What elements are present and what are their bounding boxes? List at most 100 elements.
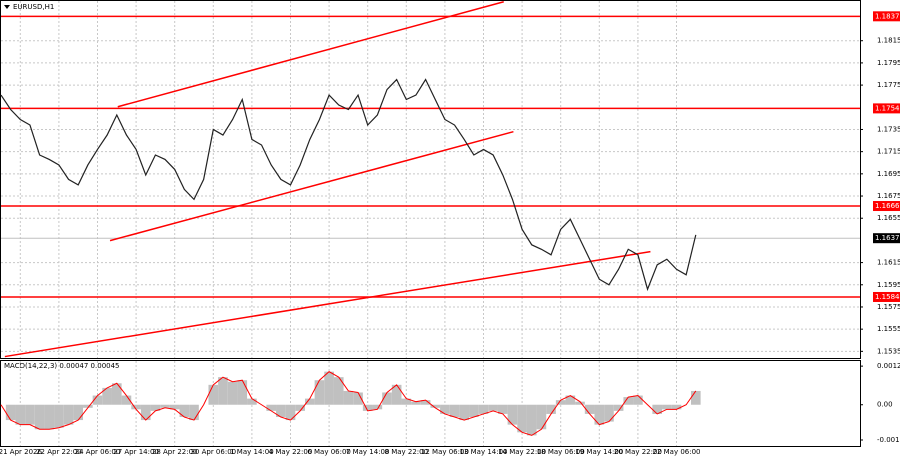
macd-bar [92,395,103,405]
macd-bar [304,398,315,405]
macd-bar [218,377,228,405]
level-box [873,103,900,114]
macd-bar [469,404,479,417]
y-tick-label: 1.1715 [877,148,900,156]
macd-bar [169,404,180,410]
macd-bar [54,404,64,428]
macd-bar [160,404,170,408]
macd-bar [565,395,576,405]
macd-title: MACD(14,22,3) 0.00047 0.00045 [4,362,120,370]
macd-bar [372,404,383,410]
macd-bar [690,390,701,405]
macd-bar [44,404,55,430]
macd-bar [5,404,16,421]
macd-bar [633,395,643,405]
macd-bar [488,404,498,411]
macd-bar [497,404,508,414]
y-tick-label: 1.1535 [877,347,900,355]
macd-bar [662,404,672,410]
macd-bar [208,384,219,405]
macd-bar [179,404,190,417]
main-frame [0,0,861,359]
y-tick-label: 1.1555 [877,325,900,333]
macd-bar [420,400,431,405]
trend-line [109,130,514,242]
macd-bar [314,380,325,405]
macd-bar [25,404,35,425]
chart-title: EURUSD,H1 [13,3,54,11]
x-tick-label: 22 Apr 22:00 [36,448,82,456]
macd-bar [391,384,402,405]
macd-bar [623,397,634,405]
macd-bar [584,404,595,414]
level-label: 1.1666 [875,202,900,210]
macd-bar [411,401,421,405]
macd-bar [121,395,132,405]
macd-bar [111,383,122,405]
x-tick-label: 18 May 06:00 [537,448,585,456]
x-tick-label: 13 May 14:00 [459,448,507,456]
y-tick-label: 0.00 [877,401,893,409]
level-box [873,291,900,302]
macd-frame [0,360,861,447]
macd-bar [189,404,199,421]
x-tick-label: 24 Apr 06:00 [75,448,121,456]
x-tick-label: 27 Apr 14:00 [113,448,159,456]
x-tick-label: 12 May 06:00 [421,448,469,456]
y-tick-label: -0.00115 [877,436,900,444]
macd-bar [333,377,344,405]
y-tick-label: 1.1795 [877,59,900,67]
y-tick-label: 1.1655 [877,214,900,222]
y-tick-label: 0.00126 [877,362,900,370]
macd-bar [15,404,26,425]
x-tick-label: 6 May 06:00 [307,448,351,456]
macd-bar [507,404,518,425]
macd-bar [671,404,682,410]
x-tick-label: 21 Apr 2026 [0,448,42,456]
macd-bar [353,392,363,405]
price-line [0,78,697,292]
level-label: 1.1837 [875,12,900,20]
y-tick-label: 1.1615 [877,259,900,267]
macd-bar [382,392,392,405]
y-tick-label: 1.1735 [877,125,900,133]
macd-bar [430,404,441,408]
level-box [873,11,900,22]
macd-signal [0,371,697,436]
macd-bar [276,404,286,417]
macd-bar [555,400,566,405]
trend-line [117,1,504,108]
trend-line [4,250,651,358]
macd-bar [227,381,238,405]
current-price-box [873,233,900,244]
y-tick-label: 1.1775 [877,81,900,89]
macd-bar [536,404,547,430]
y-tick-label: 1.1695 [877,170,900,178]
x-tick-label: 4 May 22:00 [269,448,313,456]
macd-bar [401,398,412,405]
macd-bar [594,404,605,425]
menu-arrow [4,5,10,9]
macd-bar [343,390,354,405]
macd-bar [478,404,489,414]
macd-bar [604,404,614,422]
x-tick-label: 30 Apr 06:00 [190,448,236,456]
x-tick-label: 8 May 22:00 [385,448,429,456]
x-tick-label: 1 May 14:00 [230,448,274,456]
level-box [873,201,900,212]
macd-bar [324,371,334,405]
macd-bar [295,404,305,411]
macd-bar [247,398,257,405]
macd-bar [362,404,373,411]
macd-bar [266,404,277,411]
y-tick-label: 1.1595 [877,281,900,289]
macd-bar [102,387,112,405]
x-tick-label: 28 Apr 22:00 [152,448,198,456]
y-tick-label: 1.1575 [877,303,900,311]
macd-bar [440,404,450,414]
macd-bar [285,404,296,421]
x-tick-label: 7 May 14:00 [346,448,390,456]
level-label: 1.1754 [875,104,900,112]
macd-bar [131,404,141,410]
